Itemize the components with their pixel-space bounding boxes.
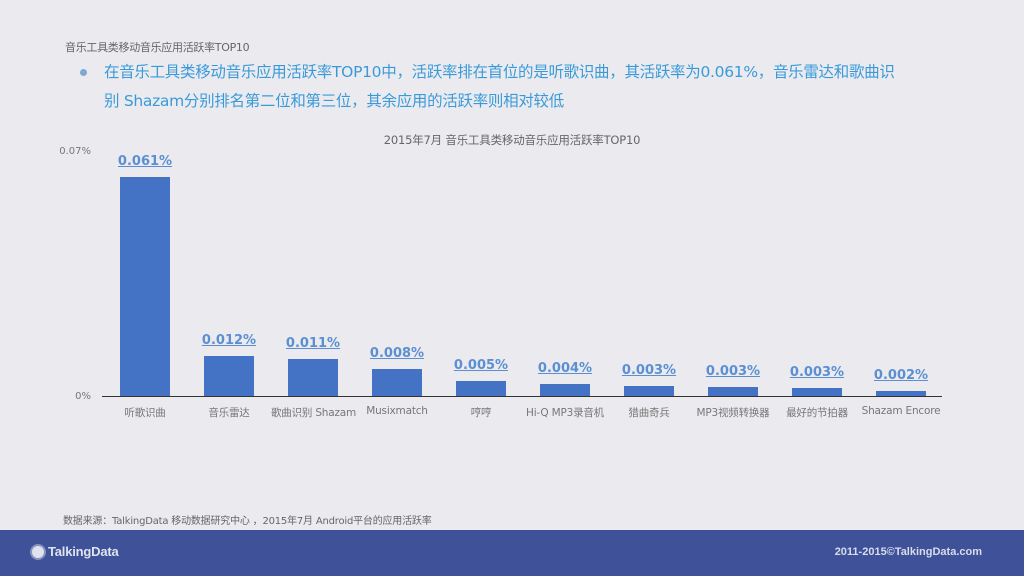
y-axis-max-label: 0.07% [59, 146, 91, 157]
copyright-text: 2011-2015©TalkingData.com [834, 546, 982, 558]
category-label: 最好的节拍器 [786, 407, 848, 419]
bar [204, 356, 254, 396]
bar-plot-area: 0.061% 0.012% 0.011% 0.008% 0.005% 0.004% 0.00… [102, 152, 942, 396]
category-label: MP3视频转换器 [696, 407, 770, 419]
bar [708, 387, 758, 396]
bar-value-label: 0.003% [621, 363, 677, 378]
bullet-dot-icon [80, 69, 87, 76]
bar-value-label: 0.003% [789, 365, 845, 380]
talkingdata-logo: TalkingData [32, 544, 119, 559]
category-label: 音乐雷达 [208, 407, 250, 419]
bar-value-label: 0.002% [873, 368, 929, 383]
bar-value-label: 0.061% [117, 154, 173, 169]
bar [624, 386, 674, 396]
bar-value-label: 0.005% [453, 358, 509, 373]
bar-value-label: 0.003% [705, 364, 761, 379]
bar-column: 0.061% [102, 152, 186, 396]
x-axis-line [102, 396, 942, 397]
bar-column: 0.003% [774, 152, 858, 396]
bar-column: 0.002% [858, 152, 942, 396]
summary-bullet: 在音乐工具类移动音乐应用活跃率TOP10中，活跃率排在首位的是听歌识曲，其活跃率… [80, 58, 1014, 116]
bar [372, 369, 422, 396]
bar [288, 359, 338, 396]
category-label: 听歌识曲 [124, 407, 166, 419]
bar-column: 0.008% [354, 152, 438, 396]
category-label: Shazam Encore [861, 405, 941, 417]
summary-line-1: 在音乐工具类移动音乐应用活跃率TOP10中，活跃率排在首位的是听歌识曲，其活跃率… [104, 63, 895, 81]
category-label: 哼哼 [470, 407, 492, 419]
bar-column: 0.012% [186, 152, 270, 396]
bar-value-label: 0.012% [201, 333, 257, 348]
bar-column: 0.003% [606, 152, 690, 396]
y-axis-min-label: 0% [75, 391, 91, 402]
bar [876, 391, 926, 396]
category-label: Hi-Q MP3录音机 [526, 407, 604, 419]
logo-gear-icon [32, 545, 44, 558]
bar-column: 0.005% [438, 152, 522, 396]
summary-line-2: 别 Shazam分别排名第二位和第三位，其余应用的活跃率则相对较低 [104, 92, 564, 110]
data-source-note: 数据来源：TalkingData 移动数据研究中心 ，2015年7月 Andro… [63, 516, 432, 527]
bar-column: 0.004% [522, 152, 606, 396]
category-label: Musixmatch [366, 405, 428, 417]
footer-bar: TalkingData 2011-2015©TalkingData.com [0, 530, 1024, 576]
chart-title: 2015年7月 音乐工具类移动音乐应用活跃率TOP10 [383, 133, 641, 147]
bar-value-label: 0.011% [285, 336, 341, 351]
bar [792, 388, 842, 396]
bar-value-label: 0.008% [369, 346, 425, 361]
bar [456, 381, 506, 396]
bar [120, 177, 170, 396]
category-label: 歌曲识别 Shazam [271, 407, 357, 419]
bar-value-label: 0.004% [537, 361, 593, 376]
bar-column: 0.003% [690, 152, 774, 396]
bar [540, 384, 590, 396]
bar-column: 0.011% [270, 152, 354, 396]
category-label: 猎曲奇兵 [628, 407, 670, 419]
logo-text: TalkingData [48, 544, 119, 559]
page-heading: 音乐工具类移动音乐应用活跃率TOP10 [65, 41, 250, 54]
